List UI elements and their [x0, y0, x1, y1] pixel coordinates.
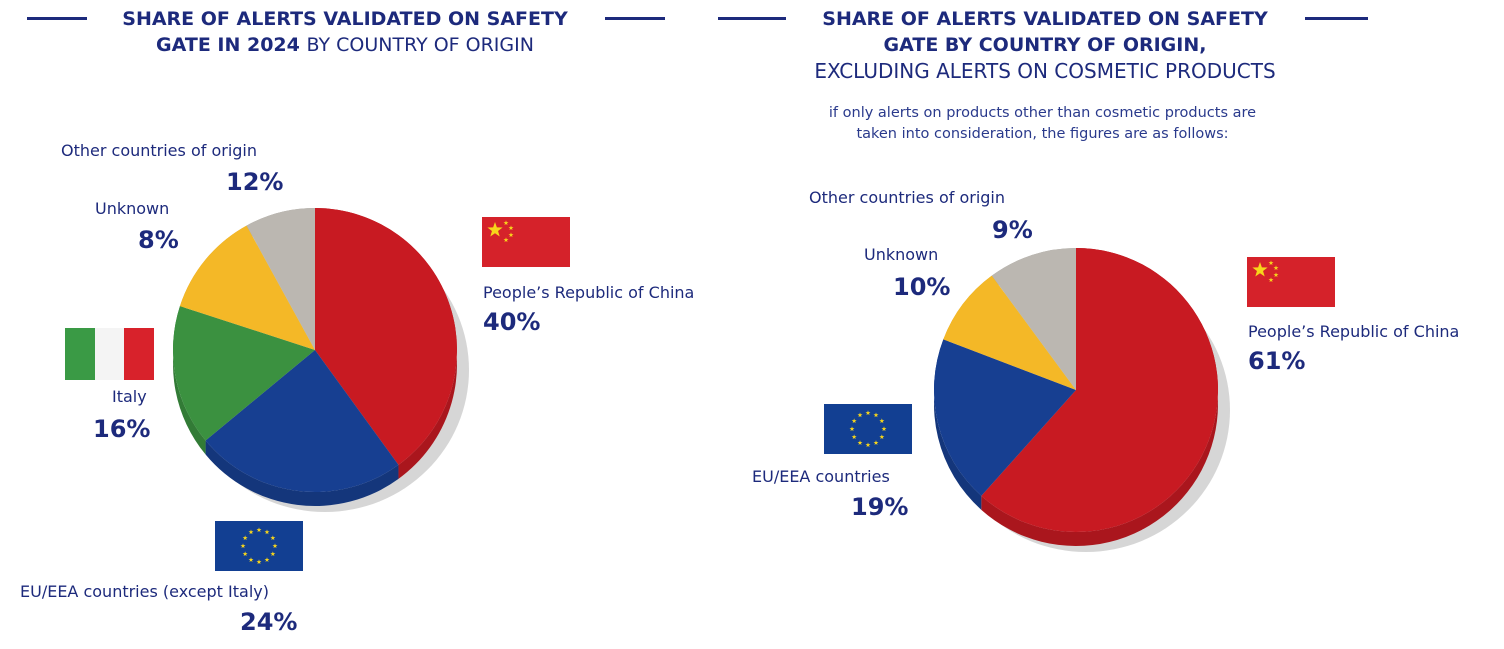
eu-flag — [215, 521, 303, 571]
title-rule-right — [605, 17, 665, 20]
label-eu: EU/EEA countries (except Italy) — [20, 582, 269, 601]
label-eu: EU/EEA countries — [752, 467, 890, 486]
star — [1268, 277, 1274, 283]
pct-other: 9% — [992, 216, 1033, 244]
star — [1252, 262, 1268, 277]
star — [248, 529, 254, 535]
title-rule-left — [718, 17, 786, 20]
star — [508, 225, 514, 231]
label-italy: Italy — [112, 387, 147, 406]
pct-eu: 24% — [240, 608, 298, 636]
pct-unknown: 10% — [893, 273, 951, 301]
star — [857, 440, 863, 445]
star — [873, 412, 879, 418]
star — [503, 237, 509, 243]
star — [1273, 272, 1279, 278]
pie-slice-eu-eea-countries — [933, 339, 1076, 496]
label-china: People’s Republic of China — [1248, 322, 1460, 341]
star — [240, 543, 246, 549]
chart2-note: if only alerts on products other than co… — [740, 103, 1345, 145]
star — [256, 527, 262, 533]
pie-slice-unknown — [991, 248, 1076, 390]
star — [851, 434, 857, 440]
star — [1273, 265, 1279, 271]
title-rule-right — [1305, 17, 1368, 20]
pie-slice-unknown — [246, 208, 315, 350]
chart2-title: SHARE OF ALERTS VALIDATED ON SAFETY GATE… — [740, 6, 1350, 85]
chart2-title-regular: EXCLUDING ALERTS ON COSMETIC PRODUCTS — [814, 59, 1276, 83]
label-other: Other countries of origin — [809, 188, 1006, 207]
star — [851, 418, 857, 424]
star — [242, 551, 248, 557]
star — [272, 543, 278, 549]
star — [881, 426, 887, 432]
note-line-2: taken into consideration, the figures ar… — [856, 126, 1229, 142]
pct-china: 61% — [1248, 347, 1306, 375]
label-china: People’s Republic of China — [483, 283, 695, 302]
pie-chart-1 — [173, 208, 469, 512]
star — [873, 440, 879, 445]
star — [256, 559, 262, 565]
pct-eu: 19% — [851, 493, 909, 521]
pie-slice-side — [981, 248, 1218, 546]
pie-slice-italy — [173, 306, 315, 441]
star — [270, 535, 276, 541]
eu-flag — [824, 404, 912, 454]
pie-slice-eu-eea-countries-except-italy — [205, 350, 399, 493]
pie-slice-side — [205, 440, 399, 506]
star — [487, 222, 503, 237]
chart1-title-bold: SHARE OF ALERTS VALIDATED ON SAFETY GATE … — [122, 8, 568, 56]
star — [865, 442, 871, 448]
star — [879, 434, 885, 440]
italy-flag — [65, 328, 154, 380]
star — [879, 418, 885, 424]
china-flag — [1247, 257, 1335, 307]
chart2-title-bold-1: SHARE OF ALERTS VALIDATED ON SAFETY — [822, 8, 1268, 30]
pie-chart-2 — [933, 248, 1230, 552]
pct-china: 40% — [483, 308, 541, 336]
star — [503, 220, 509, 226]
star — [865, 410, 871, 416]
star — [242, 535, 248, 541]
star — [508, 232, 514, 238]
chart1-title-regular: BY COUNTRY OF ORIGIN — [306, 34, 534, 56]
pct-italy: 16% — [93, 415, 151, 443]
label-unknown: Unknown — [864, 245, 939, 264]
note-line-1: if only alerts on products other than co… — [828, 105, 1257, 121]
star — [857, 412, 863, 418]
pie-slice-people-s-republic-of-china — [981, 248, 1218, 532]
pct-other: 12% — [226, 168, 284, 196]
star — [1268, 260, 1274, 266]
star — [264, 557, 270, 562]
star — [849, 426, 855, 432]
title-rule-left — [27, 17, 87, 20]
star — [264, 529, 270, 535]
chart2-title-bold-2: GATE BY COUNTRY OF ORIGIN, — [883, 34, 1207, 56]
star — [270, 551, 276, 557]
china-flag — [482, 217, 570, 267]
star — [248, 557, 254, 562]
pie-slice-other-countries-of-origin — [943, 275, 1076, 390]
pct-unknown: 8% — [138, 226, 179, 254]
label-unknown: Unknown — [95, 199, 170, 218]
pie-slice-other-countries-of-origin — [179, 225, 315, 350]
pie-slice-people-s-republic-of-china — [315, 208, 457, 465]
label-other: Other countries of origin — [61, 141, 258, 160]
chart1-title: SHARE OF ALERTS VALIDATED ON SAFETY GATE … — [90, 6, 600, 58]
